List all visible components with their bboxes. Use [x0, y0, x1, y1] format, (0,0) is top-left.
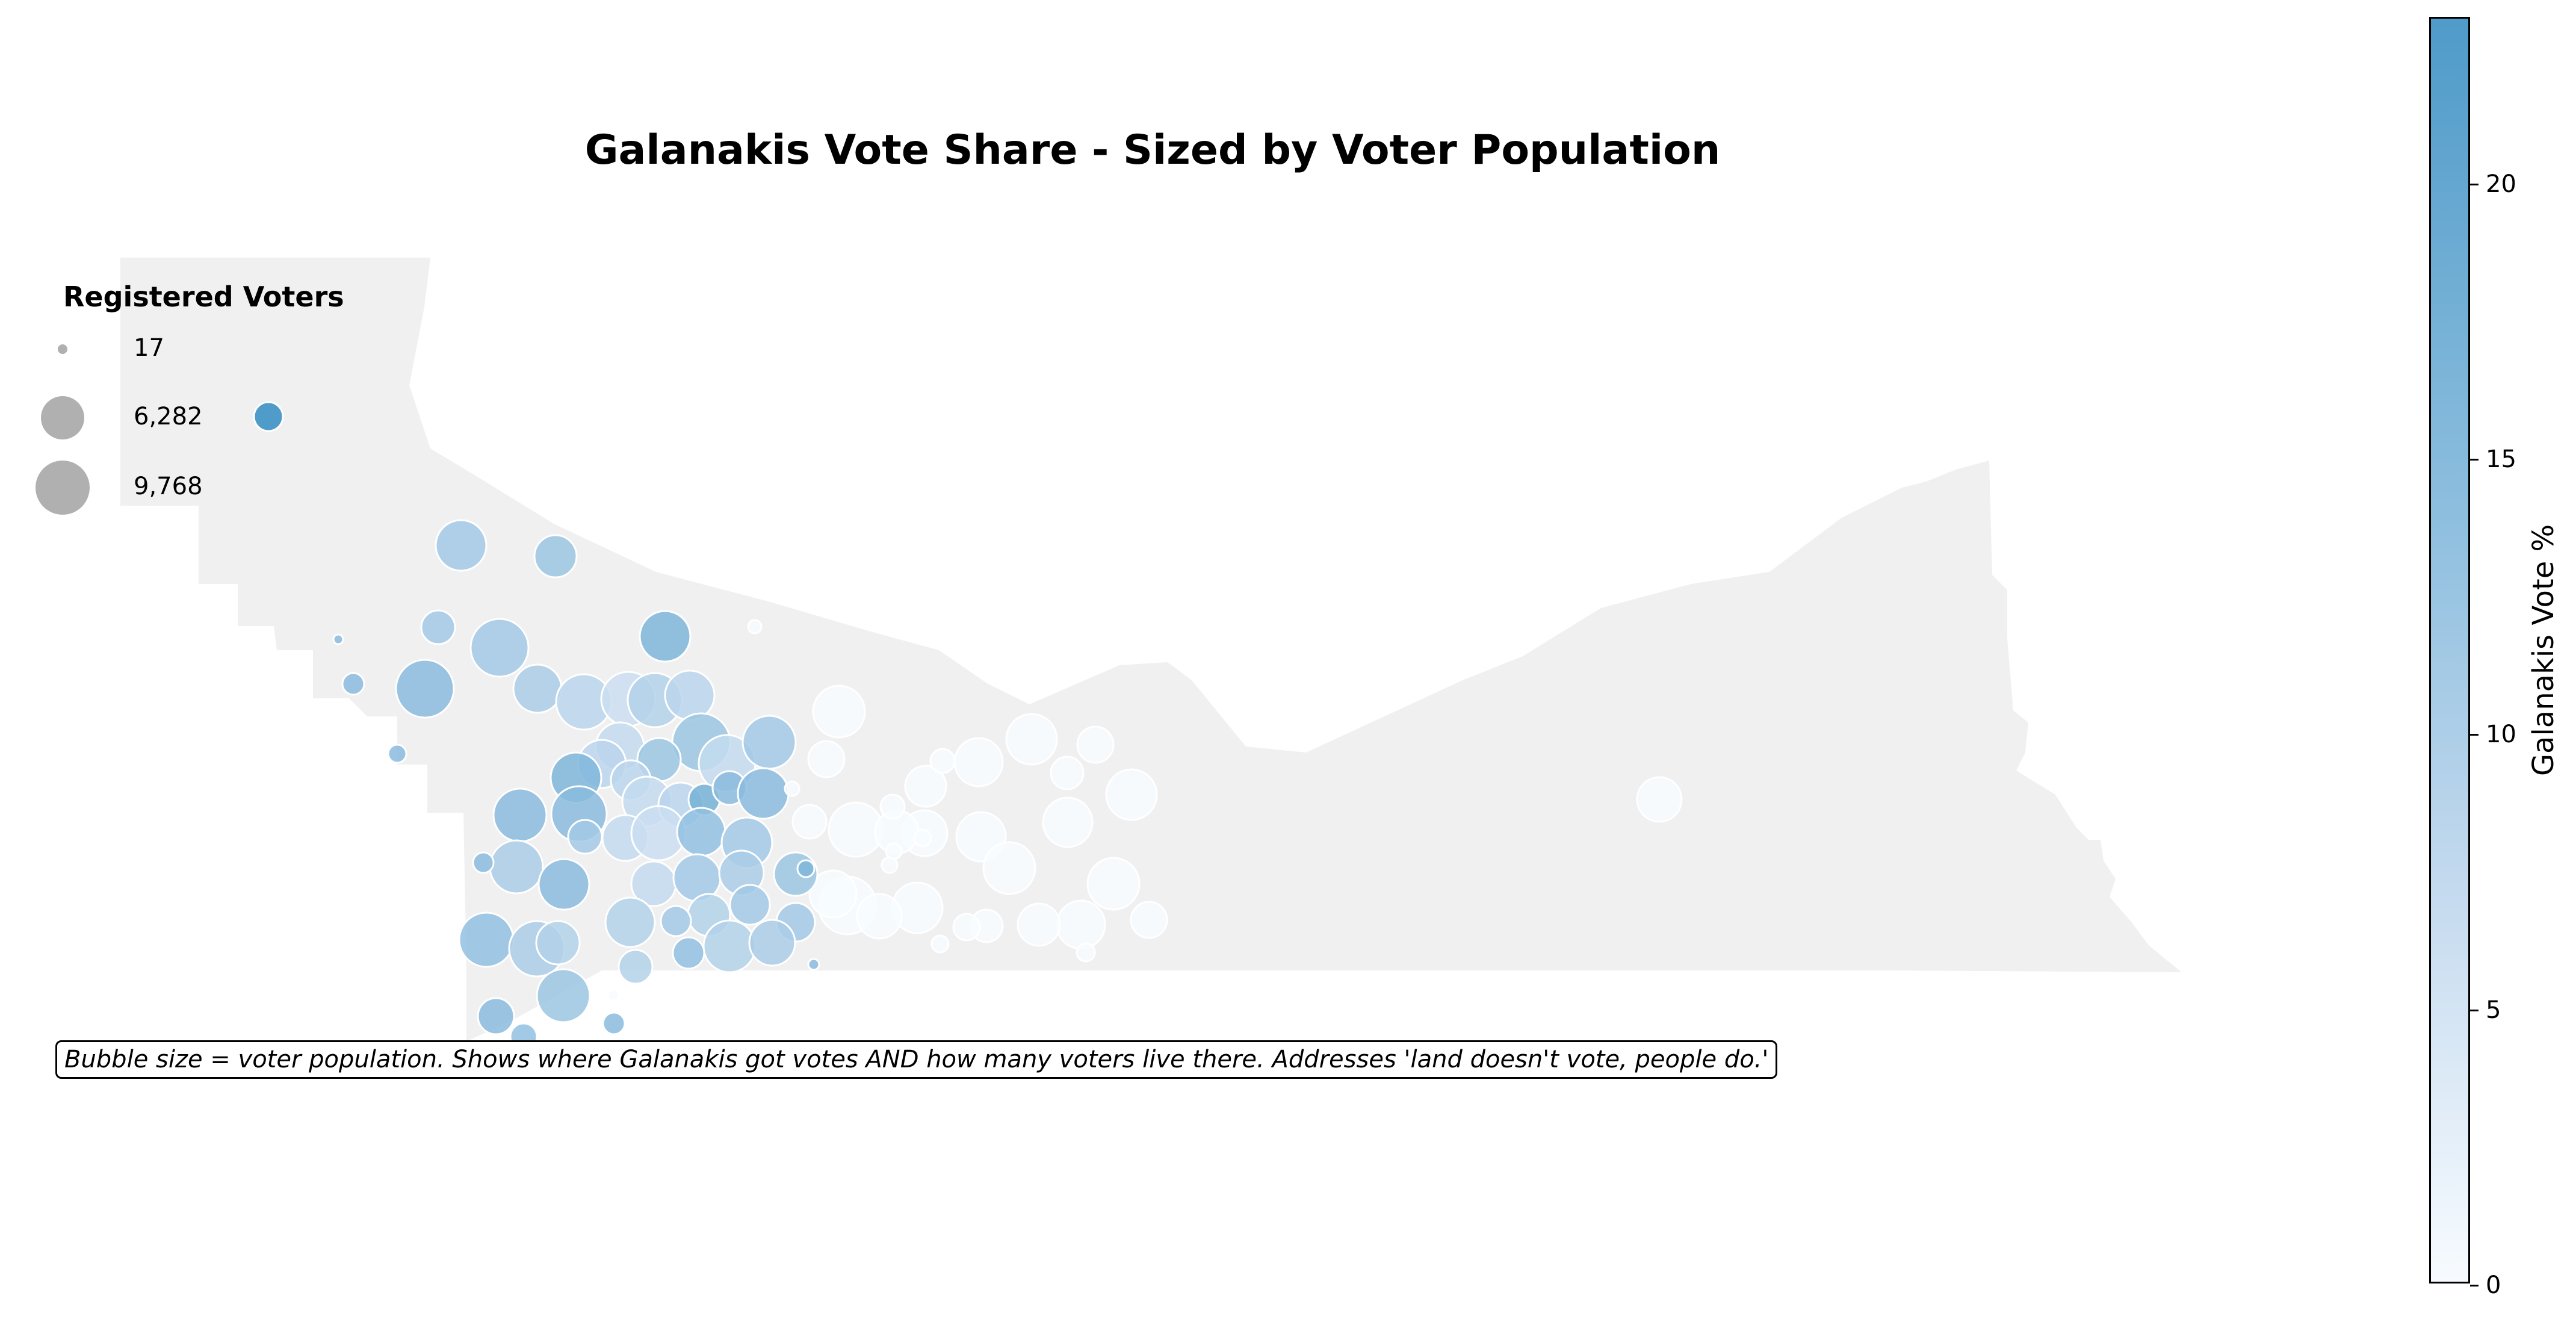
annotation-box: Bubble size = voter population. Shows wh…: [55, 1040, 1778, 1079]
colorbar-tick-label-5: 5: [2486, 996, 2501, 1024]
legend-label-small: 17: [134, 334, 164, 362]
precinct-bubble: [1636, 776, 1683, 823]
precinct-bubble: [856, 893, 903, 940]
precinct-bubble: [796, 859, 816, 878]
precinct-bubble: [913, 828, 932, 848]
precinct-bubble: [664, 669, 716, 721]
precinct-bubble: [702, 919, 757, 973]
precinct-bubble: [1076, 725, 1115, 764]
precinct-bubble: [879, 793, 906, 820]
precinct-bubble: [676, 807, 726, 857]
colorbar-tick-label-20: 20: [2486, 170, 2516, 198]
precinct-bubble: [477, 997, 515, 1035]
precinct-bubble: [1005, 713, 1058, 766]
precinct-bubble: [885, 842, 903, 860]
precinct-bubble: [1130, 901, 1168, 939]
precinct-bubble: [929, 748, 956, 774]
precinct-bubble: [748, 919, 796, 967]
colorbar-tick: [2470, 459, 2478, 461]
legend-title: Registered Voters: [63, 281, 344, 313]
colorbar-tick-label-15: 15: [2486, 445, 2516, 473]
precinct-bubble: [602, 1011, 626, 1035]
colorbar-title: Galanakis Vote %: [2527, 524, 2560, 777]
colorbar-tick: [2470, 734, 2478, 736]
colorbar-tick-label-10: 10: [2486, 721, 2516, 748]
annotation-text: Bubble size = voter population. Shows wh…: [64, 1046, 1769, 1073]
precinct-bubble: [469, 618, 530, 678]
precinct-bubble: [807, 958, 820, 971]
precinct-bubble: [639, 610, 692, 663]
precinct-bubble: [618, 949, 654, 985]
precinct-bubble: [742, 715, 797, 770]
precinct-bubble: [747, 619, 763, 635]
precinct-bubble: [607, 988, 620, 1002]
precinct-bubble: [807, 740, 846, 778]
legend-label-medium: 6,282: [134, 403, 203, 430]
precinct-bubble: [458, 911, 515, 968]
precinct-bubble: [535, 920, 581, 966]
precinct-bubble: [604, 896, 656, 948]
precinct-bubble: [420, 609, 456, 645]
precinct-bubble: [729, 884, 771, 926]
precinct-bubble: [1086, 857, 1141, 911]
precinct-bubble: [1105, 768, 1158, 821]
precinct-bubble: [791, 804, 828, 840]
precinct-bubble: [533, 534, 578, 579]
precinct-bubble: [812, 684, 866, 739]
precinct-bubble: [537, 858, 590, 911]
precinct-bubble: [435, 519, 488, 572]
legend-bubble-medium: [41, 396, 84, 439]
precinct-bubble: [1017, 902, 1061, 947]
colorbar-tick: [2470, 1285, 2478, 1286]
precinct-bubble: [784, 780, 800, 797]
precinct-bubble: [660, 905, 692, 937]
precinct-bubble: [472, 851, 495, 874]
precinct-bubble: [489, 839, 544, 895]
precinct-bubble: [904, 765, 947, 808]
colorbar-tick-label-0: 0: [2486, 1271, 2501, 1299]
legend-bubbles: [36, 344, 284, 515]
precinct-bubble: [492, 787, 548, 843]
precinct-bubble: [1050, 756, 1085, 790]
legend-bubble-large: [36, 461, 90, 515]
precinct-bubble: [332, 633, 344, 645]
precinct-bubble: [982, 841, 1036, 895]
precinct-bubble: [512, 663, 563, 714]
precinct-bubble: [952, 913, 981, 942]
precinct-bubbles: [332, 519, 1683, 1051]
precinct-bubble: [387, 743, 407, 764]
precinct-bubble: [737, 767, 790, 820]
precinct-bubble: [1056, 899, 1106, 950]
colorbar-tick: [2470, 1010, 2478, 1011]
precinct-bubble: [1042, 796, 1094, 848]
legend-bubble-small: [58, 344, 67, 354]
legend-label-large: 9,768: [134, 473, 203, 500]
precinct-bubble: [536, 968, 591, 1023]
precinct-bubble: [1076, 942, 1096, 963]
precinct-bubble: [808, 869, 858, 919]
chart-title: Galanakis Vote Share - Sized by Voter Po…: [584, 126, 1721, 174]
colorbar: [2429, 17, 2470, 1283]
precinct-bubble: [930, 934, 950, 954]
colorbar-tick: [2470, 184, 2478, 185]
legend-stray-bubble: [253, 401, 284, 432]
precinct-bubble: [953, 737, 1004, 787]
precinct-bubble: [341, 672, 365, 696]
precinct-bubble: [567, 819, 603, 855]
precinct-bubble: [395, 659, 455, 719]
precinct-bubble: [672, 936, 705, 970]
